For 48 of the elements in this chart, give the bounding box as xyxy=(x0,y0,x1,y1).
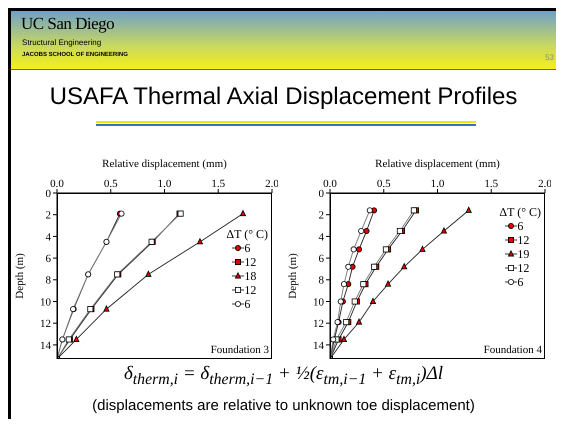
y-tick-label: 4 xyxy=(318,231,324,244)
legend-label: 6 xyxy=(517,219,524,233)
text: (displacements are relative to unknown toe displacement) xyxy=(91,397,476,414)
y-axis-title: Depth (m) xyxy=(14,252,26,299)
y-tick-label: 8 xyxy=(318,274,324,287)
annotation: Foundation 4 xyxy=(484,344,542,356)
y-tick-label: 2 xyxy=(318,210,324,222)
legend-label: 19 xyxy=(517,247,530,261)
y-tick-label: 2 xyxy=(46,210,51,222)
y-tick-label: 12 xyxy=(313,318,324,330)
x-tick-label: 0.0 xyxy=(50,178,64,190)
legend-label: 18 xyxy=(244,269,256,283)
legend-label: 6 xyxy=(244,297,250,311)
x-tick-label: 1.5 xyxy=(484,178,499,190)
y-tick-label: 0 xyxy=(318,188,324,200)
x-tick-label: 0.5 xyxy=(104,178,118,190)
text: UC San Diego xyxy=(21,14,114,34)
legend-title: ΔT (° C) xyxy=(226,227,268,241)
legend-label: 12 xyxy=(244,255,256,269)
x-tick-label: 1.0 xyxy=(158,178,172,190)
x-axis-title: Relative displacement (mm) xyxy=(102,158,228,170)
legend-label: 12 xyxy=(244,283,256,297)
y-tick-label: 4 xyxy=(46,231,52,244)
y-tick-label: 14 xyxy=(313,340,324,352)
y-tick-label: 12 xyxy=(40,318,51,330)
x-tick-label: 0.0 xyxy=(323,178,338,190)
x-tick-label: 1.5 xyxy=(211,178,226,190)
chart-title: USAFA Thermal Axial Displacement Profiles xyxy=(48,83,518,111)
annotation: Foundation 3 xyxy=(210,344,269,356)
legend-label: 12 xyxy=(517,261,530,275)
text: δ$_{therm,i}$ = δ$_{therm,i−1}$ + ½(ε$_{tm,i−1}$ + ε$_{tm,i}$)Δl xyxy=(124,363,444,388)
text: Structural Engineering xyxy=(22,38,102,47)
y-tick-label: 6 xyxy=(318,253,324,266)
legend-label: 6 xyxy=(244,241,250,255)
y-tick-label: 0 xyxy=(46,188,52,200)
x-tick-label: 1.0 xyxy=(430,178,445,190)
y-axis-title: Depth (m) xyxy=(286,252,299,299)
y-tick-label: 8 xyxy=(46,274,52,287)
legend-title: ΔT (° C) xyxy=(499,205,541,219)
y-tick-label: 10 xyxy=(313,296,324,308)
y-tick-label: 14 xyxy=(40,340,52,352)
text: 53 xyxy=(545,53,554,62)
x-tick-label: 0.5 xyxy=(376,178,392,190)
y-tick-label: 10 xyxy=(40,296,52,308)
x-axis-title: Relative displacement (mm) xyxy=(375,158,500,170)
y-tick-label: 6 xyxy=(46,253,52,266)
legend-label: 6 xyxy=(517,275,524,289)
legend-label: 12 xyxy=(517,233,530,247)
